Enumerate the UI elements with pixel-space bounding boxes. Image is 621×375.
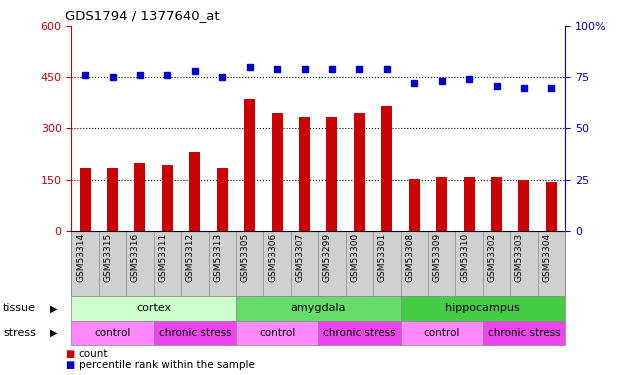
Text: ▶: ▶ bbox=[50, 328, 57, 338]
Text: chronic stress: chronic stress bbox=[158, 328, 231, 338]
Bar bbox=[107, 168, 118, 231]
Text: GSM53304: GSM53304 bbox=[542, 232, 551, 282]
Text: ■: ■ bbox=[65, 349, 75, 359]
Bar bbox=[491, 177, 502, 231]
Text: tissue: tissue bbox=[3, 303, 36, 313]
Bar bbox=[244, 99, 255, 231]
Text: GSM53312: GSM53312 bbox=[186, 232, 195, 282]
Text: GSM53303: GSM53303 bbox=[515, 232, 524, 282]
Text: GSM53310: GSM53310 bbox=[460, 232, 469, 282]
Bar bbox=[189, 152, 201, 231]
Bar bbox=[409, 178, 420, 231]
Text: GSM53306: GSM53306 bbox=[268, 232, 277, 282]
Text: GSM53313: GSM53313 bbox=[213, 232, 222, 282]
Bar bbox=[327, 117, 337, 231]
Text: GSM53305: GSM53305 bbox=[241, 232, 250, 282]
Bar bbox=[464, 177, 474, 231]
Bar bbox=[217, 168, 228, 231]
Bar bbox=[546, 182, 557, 231]
Text: GSM53314: GSM53314 bbox=[76, 232, 85, 282]
Bar bbox=[135, 162, 145, 231]
Text: ▶: ▶ bbox=[50, 303, 57, 313]
Text: count: count bbox=[79, 349, 109, 359]
Bar bbox=[271, 113, 283, 231]
Text: GSM53316: GSM53316 bbox=[131, 232, 140, 282]
Bar bbox=[381, 106, 392, 231]
Text: GSM53299: GSM53299 bbox=[323, 232, 332, 282]
Text: GDS1794 / 1377640_at: GDS1794 / 1377640_at bbox=[65, 9, 220, 22]
Text: chronic stress: chronic stress bbox=[487, 328, 560, 338]
Text: ■: ■ bbox=[65, 360, 75, 370]
Bar bbox=[519, 180, 530, 231]
Text: control: control bbox=[259, 328, 296, 338]
Bar bbox=[299, 117, 310, 231]
Text: hippocampus: hippocampus bbox=[445, 303, 520, 313]
Text: percentile rank within the sample: percentile rank within the sample bbox=[79, 360, 255, 370]
Bar bbox=[436, 177, 447, 231]
Text: GSM53309: GSM53309 bbox=[433, 232, 442, 282]
Bar bbox=[79, 168, 91, 231]
Text: control: control bbox=[94, 328, 131, 338]
Text: GSM53308: GSM53308 bbox=[406, 232, 414, 282]
Bar bbox=[162, 165, 173, 231]
Text: GSM53301: GSM53301 bbox=[378, 232, 387, 282]
Text: GSM53302: GSM53302 bbox=[487, 232, 497, 282]
Text: control: control bbox=[424, 328, 460, 338]
Text: amygdala: amygdala bbox=[291, 303, 346, 313]
Text: GSM53300: GSM53300 bbox=[350, 232, 360, 282]
Text: chronic stress: chronic stress bbox=[323, 328, 396, 338]
Text: stress: stress bbox=[3, 328, 36, 338]
Text: GSM53315: GSM53315 bbox=[104, 232, 112, 282]
Bar bbox=[354, 113, 365, 231]
Text: cortex: cortex bbox=[136, 303, 171, 313]
Text: GSM53307: GSM53307 bbox=[296, 232, 304, 282]
Text: GSM53311: GSM53311 bbox=[158, 232, 168, 282]
